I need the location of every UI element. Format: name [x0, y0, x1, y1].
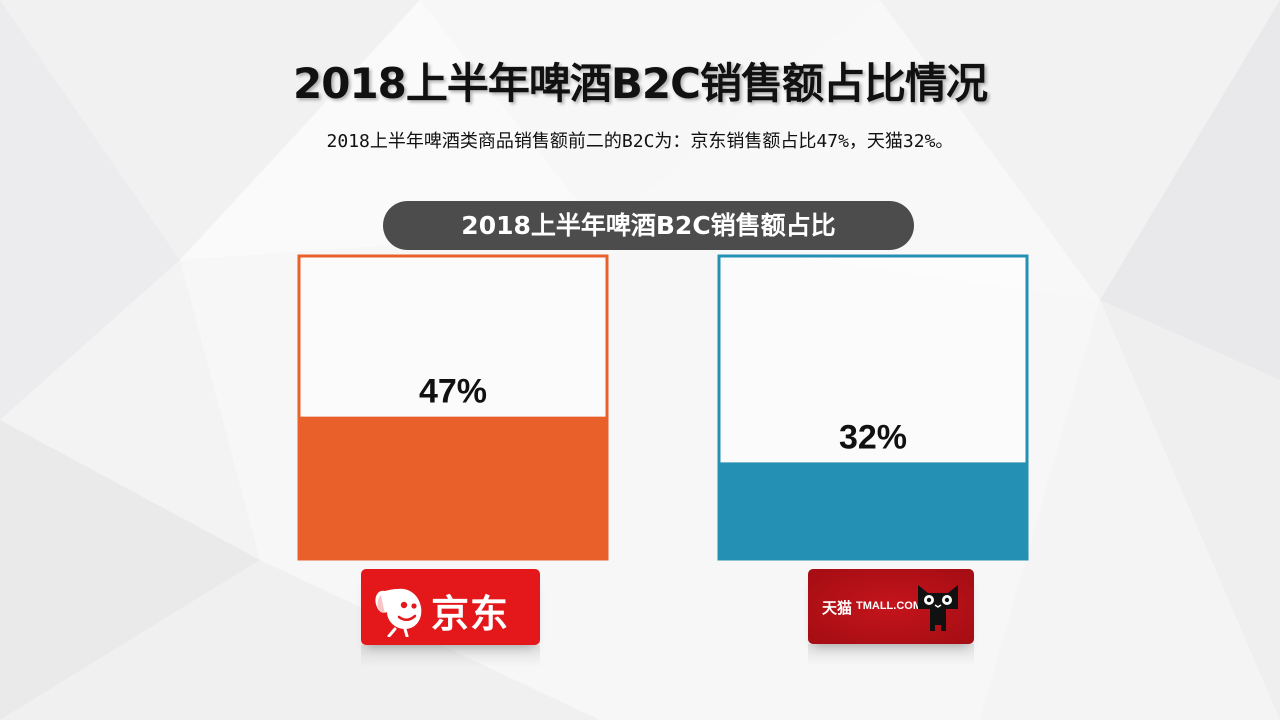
bar-value-label-0: 47% — [419, 373, 487, 411]
jd-logo: 京东 — [361, 569, 540, 645]
jd-logo-reflection — [361, 645, 540, 667]
tmall-logo-reflection — [808, 644, 974, 666]
tmall-logo-text-cn: 天猫 — [822, 599, 853, 617]
bar-0 — [298, 416, 608, 560]
tmall-logo: 天猫 TMALL.COM — [808, 569, 974, 644]
page-title: 2018上半年啤酒B2C销售额占比情况 — [293, 59, 988, 108]
jd-dog-icon — [375, 588, 422, 637]
tmall-logo-text-en: TMALL.COM — [856, 600, 922, 612]
chart-title: 2018上半年啤酒B2C销售额占比 — [383, 201, 914, 250]
page-subtitle: 2018上半年啤酒类商品销售额前二的B2C为：京东销售额占比47%，天猫32%。 — [326, 131, 954, 152]
tmall-cat-icon — [918, 585, 958, 631]
bar-value-label-1: 32% — [839, 418, 907, 456]
bar-1 — [718, 462, 1028, 560]
jd-logo-text: 京东 — [431, 592, 510, 636]
